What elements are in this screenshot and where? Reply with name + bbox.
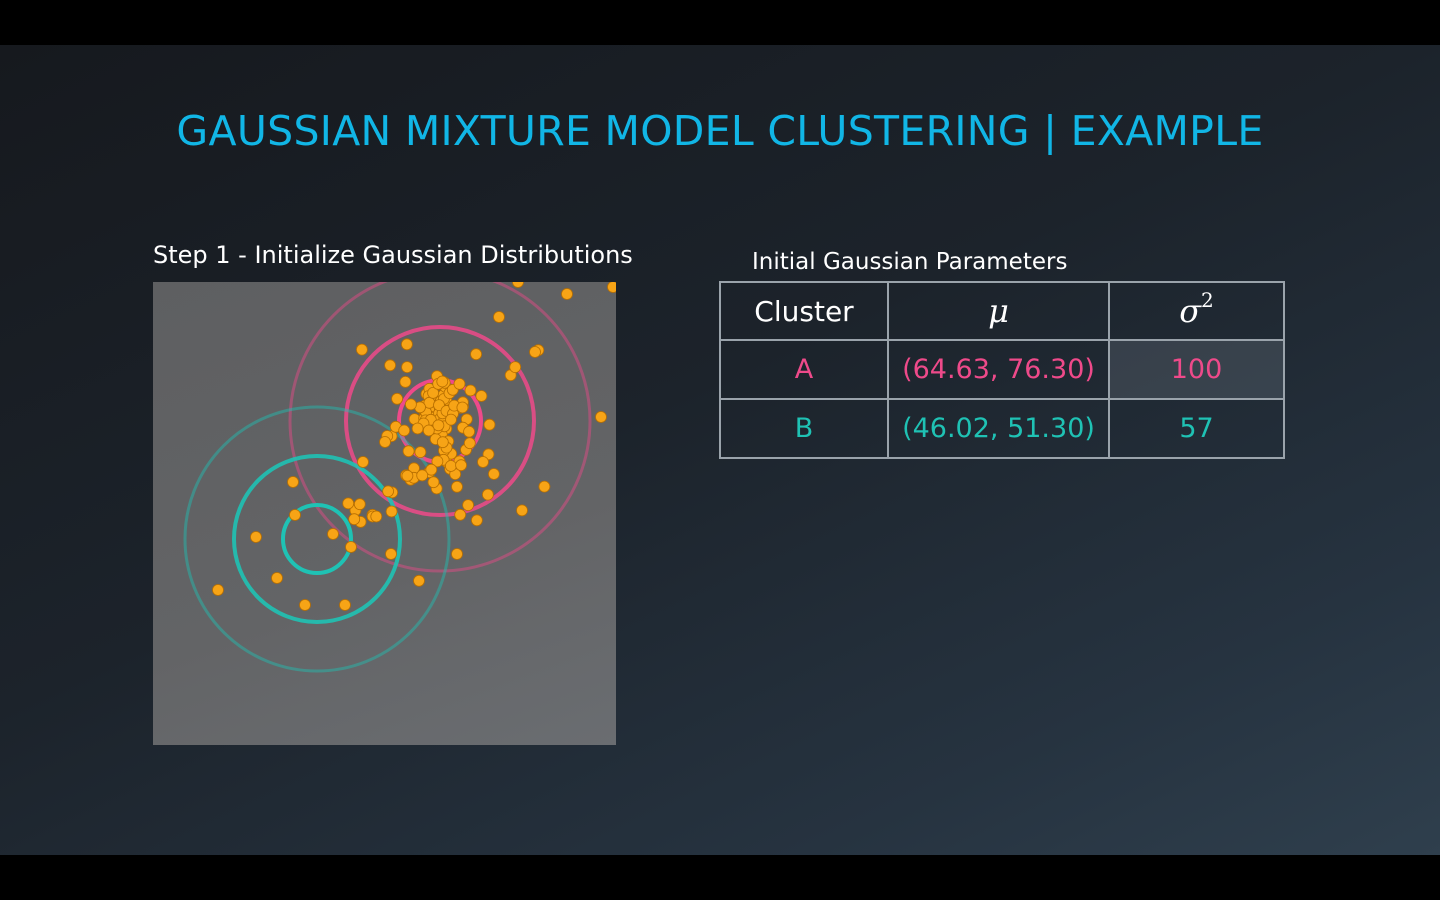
data-point	[456, 401, 469, 414]
data-point	[413, 574, 425, 587]
data-point	[299, 599, 311, 611]
data-point	[470, 514, 483, 527]
data-point	[353, 498, 366, 511]
gaussian-b-outer-ring	[183, 405, 451, 673]
slide: GAUSSIAN MIXTURE MODEL CLUSTERING | EXAM…	[0, 45, 1440, 855]
data-point	[385, 548, 397, 560]
data-point	[414, 446, 427, 459]
data-point	[464, 384, 477, 397]
data-point	[400, 338, 413, 351]
scatter-plot	[153, 282, 616, 745]
data-point	[404, 398, 417, 411]
data-point	[425, 463, 438, 476]
parameters-table: Cluster μ σ2 A (64.63, 76.30) 100 B (46.…	[719, 281, 1285, 459]
cell-cluster-b: B	[719, 398, 889, 459]
cell-mu-a: (64.63, 76.30)	[887, 339, 1110, 400]
mu-symbol: μ	[988, 292, 1009, 330]
data-point	[470, 348, 483, 361]
data-point	[345, 541, 357, 553]
data-point	[370, 510, 383, 523]
data-point	[422, 424, 435, 437]
data-point	[512, 282, 524, 288]
data-point	[398, 424, 411, 437]
data-point	[401, 361, 414, 373]
data-point	[462, 499, 475, 512]
data-point	[411, 422, 424, 435]
data-point	[487, 468, 500, 480]
data-point	[445, 413, 457, 426]
data-point	[379, 436, 391, 448]
data-point	[431, 455, 444, 468]
data-point	[287, 476, 299, 488]
data-point	[436, 375, 449, 388]
data-point	[355, 343, 368, 356]
table-row-a: A (64.63, 76.30) 100	[719, 339, 1285, 400]
data-point	[384, 359, 397, 372]
data-point	[463, 437, 476, 450]
data-point	[607, 282, 616, 293]
data-point	[385, 505, 398, 518]
data-points	[212, 282, 616, 611]
data-point	[427, 387, 440, 399]
table-header-row: Cluster μ σ2	[719, 281, 1285, 341]
data-point	[453, 378, 466, 390]
data-point	[212, 584, 224, 596]
data-point	[444, 460, 457, 472]
data-point	[391, 392, 404, 405]
data-point	[455, 459, 468, 472]
data-point	[289, 509, 301, 521]
data-point	[342, 497, 355, 510]
table-title: Initial Gaussian Parameters	[752, 249, 1068, 275]
cell-mu-b: (46.02, 51.30)	[887, 398, 1110, 459]
data-point	[436, 436, 449, 449]
data-point	[327, 528, 339, 540]
slide-title: GAUSSIAN MIXTURE MODEL CLUSTERING | EXAM…	[176, 107, 1264, 155]
data-point	[451, 480, 463, 493]
data-point	[538, 480, 551, 493]
data-point	[493, 311, 505, 323]
data-point	[463, 425, 476, 438]
data-point	[454, 508, 467, 521]
data-point	[483, 418, 496, 431]
data-point	[399, 376, 412, 388]
data-point	[348, 513, 361, 526]
table-row-b: B (46.02, 51.30) 57	[719, 398, 1285, 459]
step-label: Step 1 - Initialize Gaussian Distributio…	[153, 241, 633, 269]
gaussian-b-rings	[183, 405, 451, 673]
data-point	[509, 361, 522, 373]
data-point	[250, 531, 262, 543]
data-point	[477, 456, 489, 468]
cell-sigma-b: 57	[1108, 398, 1285, 459]
data-point	[595, 411, 607, 423]
data-point	[427, 476, 440, 489]
data-point	[382, 485, 395, 498]
data-point	[401, 469, 414, 482]
data-point	[339, 599, 351, 611]
data-point	[451, 548, 463, 560]
data-point	[475, 390, 488, 402]
data-point	[271, 572, 283, 584]
cell-sigma-a: 100	[1108, 339, 1285, 400]
header-mu: μ	[887, 281, 1110, 341]
data-point	[529, 346, 541, 358]
gaussian-a-outer-ring	[288, 282, 592, 573]
gaussian-a-middle-ring	[344, 325, 536, 517]
data-point	[402, 445, 415, 458]
header-sigma-squared: σ2	[1108, 281, 1285, 341]
sigma-symbol: σ2	[1179, 287, 1214, 331]
header-cluster: Cluster	[719, 281, 889, 341]
data-point	[561, 288, 573, 300]
data-point	[516, 504, 528, 517]
data-point	[481, 488, 494, 501]
gaussian-b-inner-ring	[281, 503, 353, 575]
data-point	[416, 469, 429, 482]
scatter-plot-svg	[183, 282, 616, 673]
cell-cluster-a: A	[719, 339, 889, 400]
data-point	[432, 419, 445, 432]
data-point	[357, 456, 369, 468]
gaussian-b-middle-ring	[232, 454, 402, 624]
